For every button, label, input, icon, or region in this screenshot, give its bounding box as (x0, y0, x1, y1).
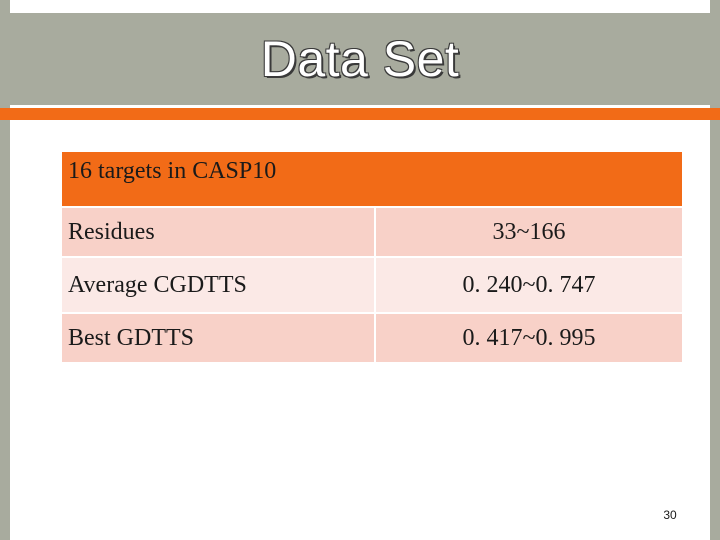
row-label: Best GDTTS (60, 312, 376, 364)
row-label: Residues (60, 206, 376, 258)
left-border (0, 0, 10, 540)
title-accent-bar (0, 108, 720, 120)
title-band (0, 13, 720, 105)
row-value: 0. 417~0. 995 (374, 312, 684, 364)
table-row: Residues 33~166 (60, 206, 684, 258)
slide-title: Data Set (260, 31, 460, 87)
table-row: Best GDTTS 0. 417~0. 995 (60, 312, 684, 364)
table-header-row: 16 targets in CASP10 (60, 150, 684, 208)
right-border (710, 0, 720, 540)
page-number: 30 (663, 508, 677, 522)
table-header-cell: 16 targets in CASP10 (60, 150, 684, 208)
table-row: Average CGDTTS 0. 240~0. 747 (60, 256, 684, 314)
row-value: 33~166 (374, 206, 684, 258)
row-label: Average CGDTTS (60, 256, 376, 314)
row-value: 0. 240~0. 747 (374, 256, 684, 314)
table-header-text: 16 targets in CASP10 (68, 158, 277, 184)
data-set-table: 16 targets in CASP10 Residues 33~166 Ave… (60, 150, 684, 364)
